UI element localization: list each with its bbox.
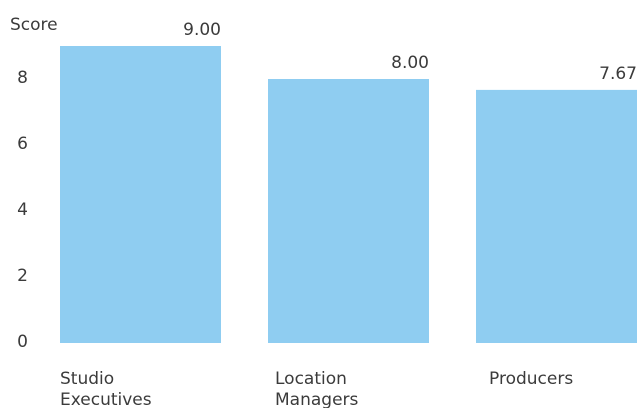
- bar-value-label: 9.00: [183, 20, 221, 40]
- value-labels: 9.00 8.00 7.67: [183, 20, 637, 84]
- y-axis-title: Score: [10, 15, 58, 35]
- bars: [60, 46, 637, 343]
- y-tick-label: 2: [17, 266, 28, 286]
- y-tick-label: 6: [17, 134, 28, 154]
- bar-value-label: 7.67: [599, 64, 637, 84]
- bar-value-label: 8.00: [391, 53, 429, 73]
- x-tick-label: Studio Executives: [60, 369, 152, 408]
- x-axis-labels: Studio Executives Location Managers Producer…: [60, 369, 573, 408]
- y-tick-label: 0: [17, 332, 28, 352]
- y-axis-ticks: 0 2 4 6 8: [17, 68, 28, 352]
- bar: [476, 89, 637, 343]
- x-tick-label: Location Managers: [275, 369, 359, 408]
- y-tick-label: 8: [17, 68, 28, 88]
- bar: [60, 46, 221, 343]
- bar: [268, 79, 429, 343]
- y-tick-label: 4: [17, 200, 28, 220]
- x-tick-label: Producers: [489, 369, 573, 389]
